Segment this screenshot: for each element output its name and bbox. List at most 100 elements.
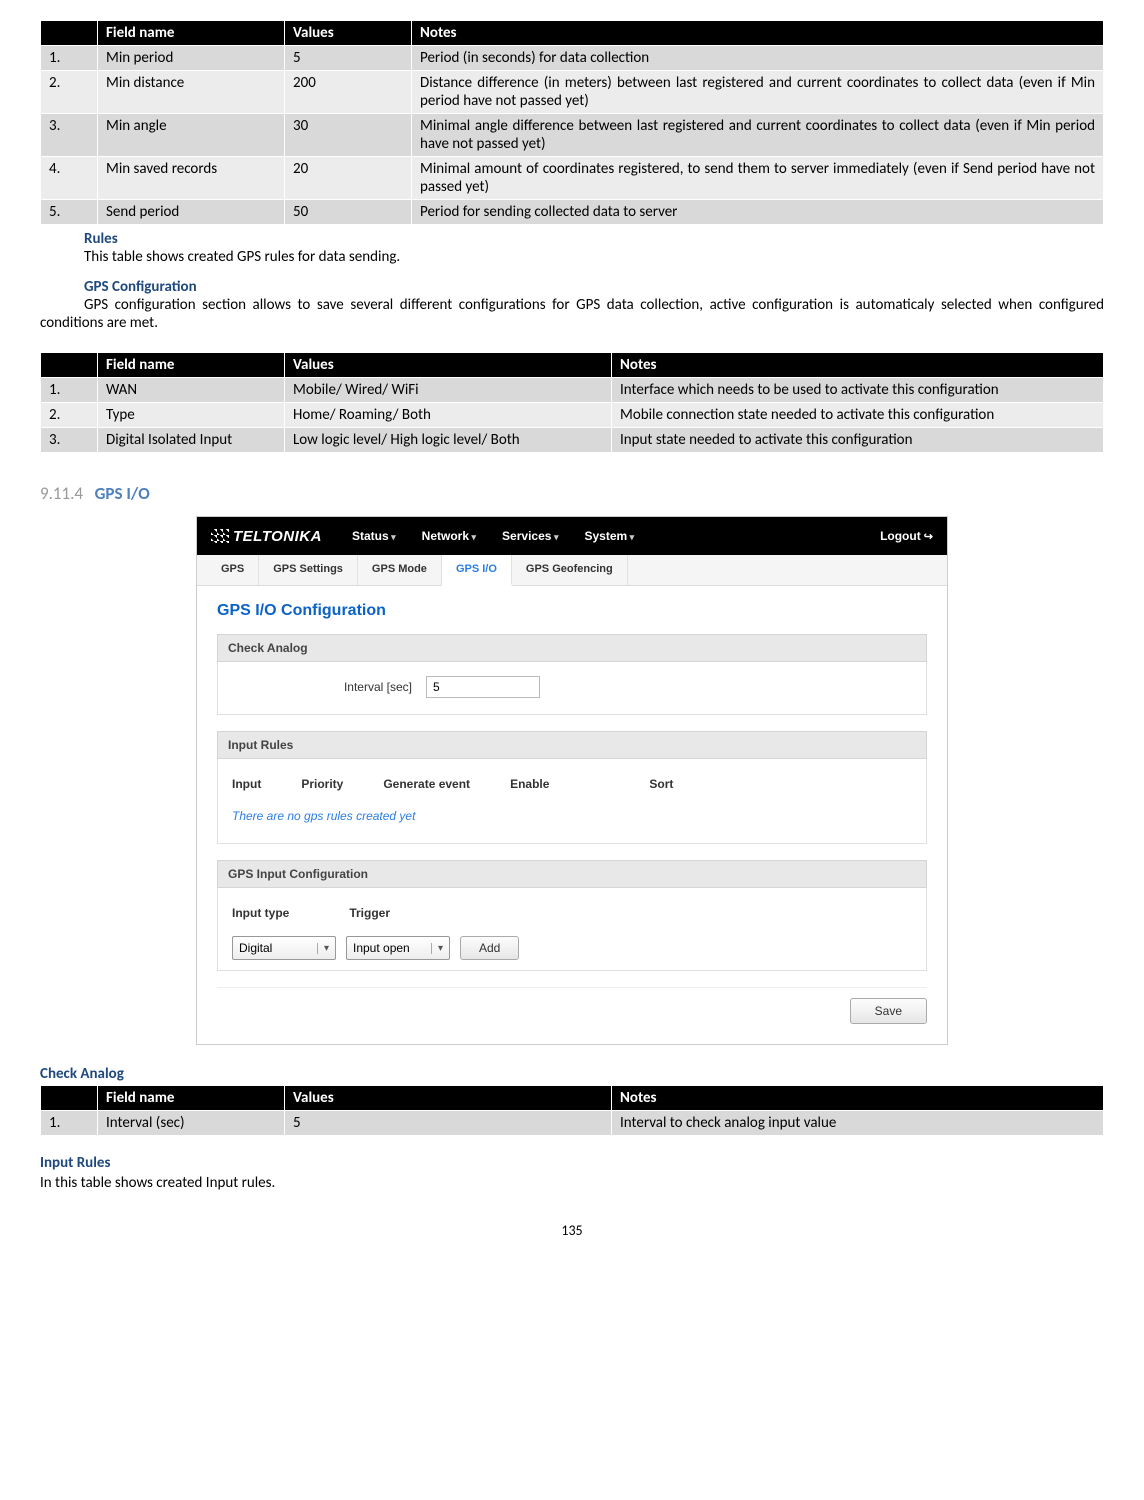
empty-message: There are no gps rules created yet [232,801,912,827]
th-notes: Notes [612,1086,1104,1111]
tab-gps-settings[interactable]: GPS Settings [259,555,358,585]
page-title: GPS I/O Configuration [217,602,927,620]
col-input: Input [232,777,261,791]
cell-val: 50 [285,200,412,225]
cell-val: 30 [285,114,412,157]
heading-input-rules: Input Rules [40,1154,1104,1172]
cell-field: Type [98,403,285,428]
logout-link[interactable]: Logout [880,529,933,543]
col-priority: Priority [301,777,343,791]
table-row: 3. Digital Isolated Input Low logic leve… [41,428,1104,453]
table-row: 1. Interval (sec) 5 Interval to check an… [41,1111,1104,1136]
col-trigger: Trigger [349,906,390,920]
th-values: Values [285,1086,612,1111]
th-blank [41,21,98,46]
table-row: 5. Send period 50 Period for sending col… [41,200,1104,225]
table-row: 1. Min period 5 Period (in seconds) for … [41,46,1104,71]
cell-field: Min distance [98,71,285,114]
cell-field: Min saved records [98,157,285,200]
section-title: GPS I/O [95,483,150,504]
tab-gps-geofencing[interactable]: GPS Geofencing [512,555,628,585]
cell-notes: Mobile connection state needed to activa… [612,403,1104,428]
ui-tabs: GPS GPS Settings GPS Mode GPS I/O GPS Ge… [197,555,947,586]
th-values: Values [285,353,612,378]
tab-gps[interactable]: GPS [207,555,259,585]
cell-val: Home/ Roaming/ Both [285,403,612,428]
th-values: Values [285,21,412,46]
nav-status[interactable]: Status [352,529,396,543]
th-fieldname: Field name [98,1086,285,1111]
cell-val: 200 [285,71,412,114]
cell-notes: Minimal amount of coordinates registered… [412,157,1104,200]
col-input-type: Input type [232,906,289,920]
section-check-analog: Check Analog [217,634,927,662]
label-interval: Interval [sec] [232,680,426,694]
table-row: 2. Type Home/ Roaming/ Both Mobile conne… [41,403,1104,428]
cell-num: 5. [41,200,98,225]
cell-val: Low logic level/ High logic level/ Both [285,428,612,453]
section-input-rules: Input Rules [217,731,927,759]
brand-logo[interactable]: TELTONIKA [211,528,322,545]
cell-field: Digital Isolated Input [98,428,285,453]
cell-num: 3. [41,114,98,157]
select-trigger[interactable]: Input open [346,936,450,960]
cell-field: Interval (sec) [98,1111,285,1136]
tab-gps-io[interactable]: GPS I/O [442,555,512,586]
table-row: 4. Min saved records 20 Minimal amount o… [41,157,1104,200]
cell-num: 2. [41,403,98,428]
cell-notes: Period for sending collected data to ser… [412,200,1104,225]
cell-num: 2. [41,71,98,114]
th-blank [41,1086,98,1111]
cell-num: 3. [41,428,98,453]
page-number: 135 [40,1222,1104,1239]
select-input-type[interactable]: Digital [232,936,336,960]
th-notes: Notes [612,353,1104,378]
cell-num: 4. [41,157,98,200]
th-notes: Notes [412,21,1104,46]
table-fields-1: Field name Values Notes 1. Min period 5 … [40,20,1104,225]
tab-gps-mode[interactable]: GPS Mode [358,555,442,585]
ui-screenshot: TELTONIKA Status Network Services System… [196,516,948,1045]
table-fields-3: Field name Values Notes 1. Interval (sec… [40,1085,1104,1136]
text-input-rules: In this table shows created Input rules. [40,1174,1104,1192]
col-generate-event: Generate event [383,777,470,791]
th-blank [41,353,98,378]
section-number: 9.11.4 [40,483,83,504]
col-sort: Sort [649,777,673,791]
th-fieldname: Field name [98,353,285,378]
cell-notes: Interval to check analog input value [612,1111,1104,1136]
ui-top-nav: TELTONIKA Status Network Services System… [197,517,947,555]
cell-num: 1. [41,1111,98,1136]
cell-val: 20 [285,157,412,200]
heading-check-analog: Check Analog [40,1065,1104,1083]
nav-system[interactable]: System [584,529,634,543]
cell-num: 1. [41,378,98,403]
table-row: 3. Min angle 30 Minimal angle difference… [41,114,1104,157]
nav-services[interactable]: Services [502,529,558,543]
cell-notes: Input state needed to activate this conf… [612,428,1104,453]
cell-notes: Period (in seconds) for data collection [412,46,1104,71]
th-fieldname: Field name [98,21,285,46]
cell-num: 1. [41,46,98,71]
text-rules: This table shows created GPS rules for d… [84,248,1104,266]
add-button[interactable]: Add [460,936,519,960]
cell-notes: Interface which needs to be used to acti… [612,378,1104,403]
section-gps-input-config: GPS Input Configuration [217,860,927,888]
cell-val: 5 [285,46,412,71]
cell-field: Min period [98,46,285,71]
cell-field: Min angle [98,114,285,157]
text-gps-config: GPS configuration section allows to save… [40,296,1104,332]
input-interval[interactable] [426,676,540,698]
heading-rules: Rules [84,230,1104,248]
table-row: 1. WAN Mobile/ Wired/ WiFi Interface whi… [41,378,1104,403]
col-enable: Enable [510,777,549,791]
nav-network[interactable]: Network [422,529,476,543]
heading-gps-config: GPS Configuration [84,278,1104,296]
table-row: 2. Min distance 200 Distance difference … [41,71,1104,114]
cell-val: Mobile/ Wired/ WiFi [285,378,612,403]
cell-field: WAN [98,378,285,403]
save-button[interactable]: Save [850,998,927,1024]
table-fields-2: Field name Values Notes 1. WAN Mobile/ W… [40,352,1104,453]
section-heading: 9.11.4 GPS I/O [40,483,1104,504]
cell-val: 5 [285,1111,612,1136]
